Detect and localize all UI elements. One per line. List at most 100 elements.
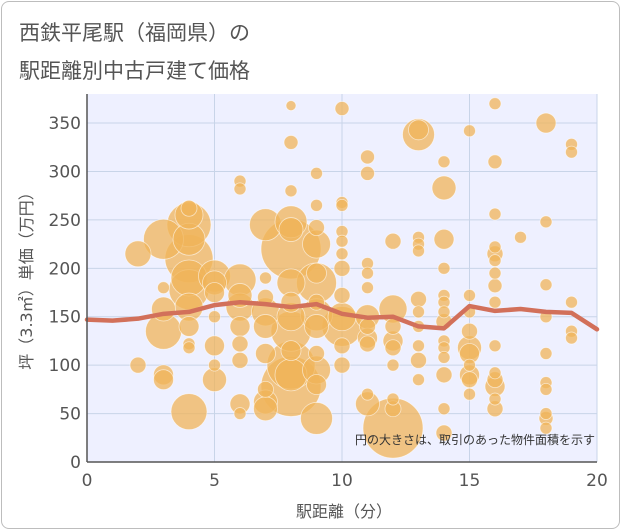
x-tick-label: 10 <box>331 471 353 491</box>
data-bubble <box>333 259 351 277</box>
data-bubble <box>487 278 503 294</box>
data-bubble <box>408 119 429 141</box>
data-bubble <box>535 112 557 134</box>
data-bubble <box>253 314 278 339</box>
data-bubble <box>437 261 451 275</box>
data-bubble <box>278 217 304 242</box>
data-bubble <box>280 340 302 362</box>
data-bubble <box>124 240 152 268</box>
data-bubble <box>463 289 476 302</box>
data-bubble <box>386 392 400 406</box>
y-tick-label: 250 <box>49 211 81 231</box>
data-bubble <box>431 175 457 201</box>
data-bubble <box>514 230 527 244</box>
data-bubble <box>488 392 502 406</box>
data-bubble <box>335 234 349 248</box>
data-bubble <box>386 358 400 372</box>
data-bubble <box>437 402 451 416</box>
data-bubble <box>360 149 375 165</box>
data-bubble <box>412 244 425 258</box>
data-bubble <box>437 351 451 364</box>
data-bubble <box>463 387 476 401</box>
data-bubble <box>274 358 308 392</box>
y-tick-label: 0 <box>70 453 81 473</box>
data-bubble <box>539 347 553 360</box>
data-bubble <box>255 343 276 364</box>
data-bubble <box>437 155 451 169</box>
data-bubble <box>488 240 502 254</box>
data-bubble <box>461 322 478 340</box>
data-bubble <box>308 219 325 237</box>
data-bubble <box>333 337 351 355</box>
data-bubble <box>437 305 451 319</box>
data-bubble <box>178 316 200 337</box>
data-bubble <box>487 154 503 170</box>
data-bubble <box>306 374 327 395</box>
y-tick-label: 150 <box>49 308 81 328</box>
data-bubble <box>488 207 502 221</box>
data-bubble <box>283 135 299 150</box>
data-bubble <box>180 199 198 217</box>
data-bubble <box>153 369 174 391</box>
data-bubble <box>208 310 221 324</box>
data-bubble <box>410 351 427 369</box>
x-tick-label: 15 <box>459 471 481 491</box>
data-bubble <box>285 100 297 112</box>
data-bubble <box>410 290 427 308</box>
data-bubble <box>233 182 247 196</box>
data-bubble <box>488 97 502 111</box>
data-bubble <box>412 305 425 319</box>
data-bubble <box>308 345 325 362</box>
data-bubble <box>488 339 502 353</box>
data-bubble <box>412 339 425 353</box>
x-axis-title: 駅距離（分） <box>296 502 392 521</box>
data-bubble <box>182 341 196 355</box>
x-tick-label: 20 <box>586 471 608 491</box>
data-bubble <box>435 366 453 384</box>
data-bubble <box>412 373 425 387</box>
data-bubble <box>463 124 476 138</box>
data-bubble <box>461 371 478 389</box>
data-bubble <box>259 271 272 285</box>
data-bubble <box>204 335 225 357</box>
average-price-line <box>84 299 600 332</box>
y-tick-label: 200 <box>49 259 81 279</box>
x-tick-label: 0 <box>82 471 93 491</box>
data-bubble <box>565 145 578 159</box>
y-tick-label: 50 <box>59 405 81 425</box>
data-bubble <box>170 393 208 431</box>
data-bubble <box>253 396 278 422</box>
x-tick-labels: 0 5 10 15 20 <box>82 471 608 491</box>
data-bubble <box>539 407 553 420</box>
data-bubble <box>157 281 170 295</box>
data-bubble <box>463 358 476 372</box>
data-bubble <box>257 380 274 398</box>
data-bubble <box>334 101 350 116</box>
y-tick-label: 350 <box>49 114 81 134</box>
data-bubble <box>310 198 323 212</box>
data-bubble <box>539 215 553 229</box>
y-tick-labels: 0 50 100 150 200 250 300 350 <box>49 114 81 473</box>
chart-title-line-1: 西鉄平尾駅（福岡県）の <box>19 21 250 45</box>
data-bubble <box>233 407 247 420</box>
data-bubble <box>384 339 402 357</box>
data-bubble <box>310 167 323 180</box>
data-bubble <box>333 356 351 374</box>
data-bubble <box>335 247 349 261</box>
data-bubble <box>231 351 249 369</box>
data-bubble <box>333 287 351 304</box>
data-bubble <box>565 331 578 345</box>
data-bubble <box>488 295 502 309</box>
data-bubble <box>361 266 374 280</box>
data-bubble <box>284 184 298 198</box>
data-bubble <box>488 266 502 280</box>
data-bubble <box>360 166 375 181</box>
data-bubble <box>539 382 553 396</box>
data-bubble <box>539 421 553 435</box>
data-bubble <box>335 198 349 212</box>
data-bubble <box>433 228 455 250</box>
data-bubble <box>384 232 402 250</box>
data-bubble <box>300 402 333 435</box>
data-bubble <box>361 387 374 401</box>
